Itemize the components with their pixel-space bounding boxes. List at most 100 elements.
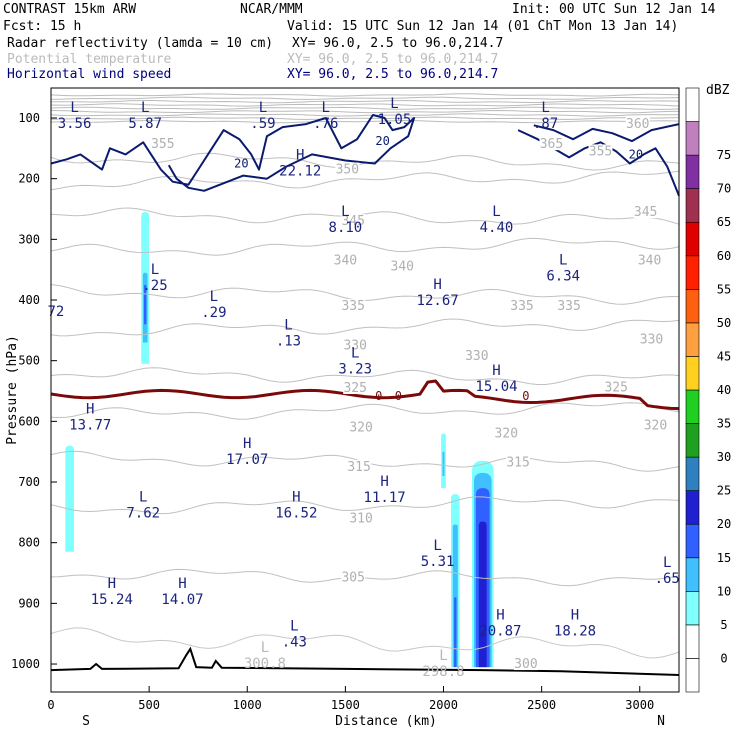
wind-contour-label: 20: [234, 157, 248, 171]
theta-label-backing: [333, 253, 358, 267]
wind-extremum-value: .65: [655, 571, 680, 587]
colorbar-level-label: 70: [717, 182, 731, 196]
wind-extremum-value: .59: [250, 116, 275, 132]
theta-label-backing: [604, 380, 629, 394]
colorbar-level-label: 15: [717, 551, 731, 565]
y-tick-label: 700: [18, 475, 40, 489]
wind-extremum-value: 3.56: [58, 116, 92, 132]
colorbar-swatch: [685, 557, 700, 592]
theta-contour-label: 320: [495, 427, 518, 442]
wind-extremum-value: .76: [313, 116, 338, 132]
colorbar-level-label: 30: [717, 450, 731, 464]
theta-contour-label: 330: [343, 339, 366, 354]
theta-contour-label: 355: [151, 137, 174, 152]
wind-extremum-value: 8.10: [329, 220, 363, 236]
colorbar-level-label: 40: [717, 383, 731, 397]
colorbar-swatch: [685, 389, 700, 424]
north-end-label: N: [657, 714, 665, 729]
theta-contour-label: 350: [336, 163, 359, 178]
field-reflectivity-xy: XY= 96.0, 2.5 to 96.0,214.7: [292, 36, 503, 51]
theta-contour-line: [50, 496, 680, 515]
field-theta-name: Potential temperature: [7, 52, 172, 67]
wind-extremum-type: L: [290, 619, 298, 635]
colorbar-level-label: 10: [717, 584, 731, 598]
colorbar-level-label: 65: [717, 215, 731, 229]
theta-label-backing: [341, 570, 366, 584]
theta-label-backing: [625, 117, 650, 131]
colorbar-level-label: 0: [720, 651, 727, 665]
colorbar-level-label: 50: [717, 316, 731, 330]
y-axis-label: Pressure (hPa): [5, 335, 20, 445]
wind-extremum-type: H: [243, 436, 251, 452]
colorbar-level-label: 5: [720, 618, 727, 632]
wind-extremum-value: 16.52: [275, 505, 317, 521]
terrain-line: [50, 646, 680, 676]
wind-extremum-value: 4.40: [480, 220, 514, 236]
theta-label-backing: [539, 137, 564, 151]
theta-label-backing: [557, 299, 582, 313]
wind-extremum-value: 18.28: [554, 624, 596, 640]
plot-frame: [50, 87, 680, 693]
colorbar-swatch: [685, 423, 700, 458]
theta-contour-label: 320: [644, 419, 667, 434]
wind-contour-label: 20: [375, 134, 389, 148]
colorbar-swatch: [685, 456, 700, 491]
colorbar-swatch: [685, 154, 700, 189]
theta-label-backing: [637, 253, 662, 267]
x-tick-label: 1000: [233, 698, 262, 712]
theta-label-backing: [464, 348, 489, 362]
theta-contour-label: 325: [343, 381, 366, 396]
x-tick-label: 500: [138, 698, 160, 712]
theta-label-backing: [510, 299, 534, 313]
field-theta-xy: XY= 96.0, 2.5 to 96.0,214.7: [287, 52, 498, 67]
wind-extremum-type: L: [559, 253, 567, 269]
theta-contour-line: [50, 170, 680, 191]
y-tick-label: 200: [18, 172, 40, 186]
reflectivity-cell: [65, 445, 74, 552]
wind-extremum-type: H: [296, 148, 304, 164]
init-time: Init: 00 UTC Sun 12 Jan 14: [512, 2, 716, 17]
wind-extremum-type: L: [492, 204, 500, 220]
theta-contour-label: 335: [557, 299, 580, 314]
wind-extremum-type: H: [178, 576, 186, 592]
wind-extremum-type: L: [284, 318, 292, 334]
theta-label-backing: [506, 455, 531, 469]
wind-contour-20: [50, 114, 416, 192]
colorbar-swatch: [685, 188, 700, 223]
theta-contour-label: 320: [349, 420, 372, 435]
wind-contours: [50, 114, 680, 411]
wind-contour-label: 0: [395, 389, 402, 403]
wind-extremum-type: L: [390, 96, 398, 112]
wind-extremum-type: L: [663, 555, 671, 571]
theta-contour-label: 340: [391, 260, 414, 275]
reflectivity-cell: [478, 521, 487, 668]
colorbar-unit: dBZ: [706, 83, 730, 98]
wind-contour-20: [533, 123, 680, 143]
theta-label-backing: [335, 162, 360, 176]
wind-extremum-type: H: [380, 474, 388, 490]
theta-contour-label: 365: [540, 137, 563, 152]
wind-extremum-type: H: [496, 608, 504, 624]
theta-label-backing: [639, 332, 664, 346]
colorbar: 0 5 10 15 20 25 30 35 40 45 50 55 60 65 70 75: [685, 87, 731, 693]
wind-contour-0: [50, 379, 680, 411]
wind-extremum-value: .43: [282, 635, 307, 651]
colorbar-level-label: 45: [717, 349, 731, 363]
y-tick-label: 900: [18, 596, 40, 610]
wind-contour-label: 0: [375, 389, 382, 403]
reflectivity-cell: [452, 524, 458, 668]
colorbar-swatch: [685, 221, 700, 257]
y-tick-label: 300: [18, 232, 40, 246]
y-tick-label: 400: [18, 293, 40, 307]
wind-extremum-value: 14.07: [161, 592, 203, 608]
theta-contour-line: [50, 93, 680, 97]
theta-extremum-type: L: [261, 640, 269, 656]
wind-extremum-type: L: [433, 538, 441, 554]
theta-label-backing: [513, 657, 538, 671]
x-tick-label: 3000: [625, 698, 654, 712]
theta-label-backing: [347, 459, 372, 473]
theta-contour-label: 335: [510, 299, 533, 314]
x-tick-label: 0: [47, 698, 54, 712]
wind-extremum-type: L: [70, 100, 78, 116]
